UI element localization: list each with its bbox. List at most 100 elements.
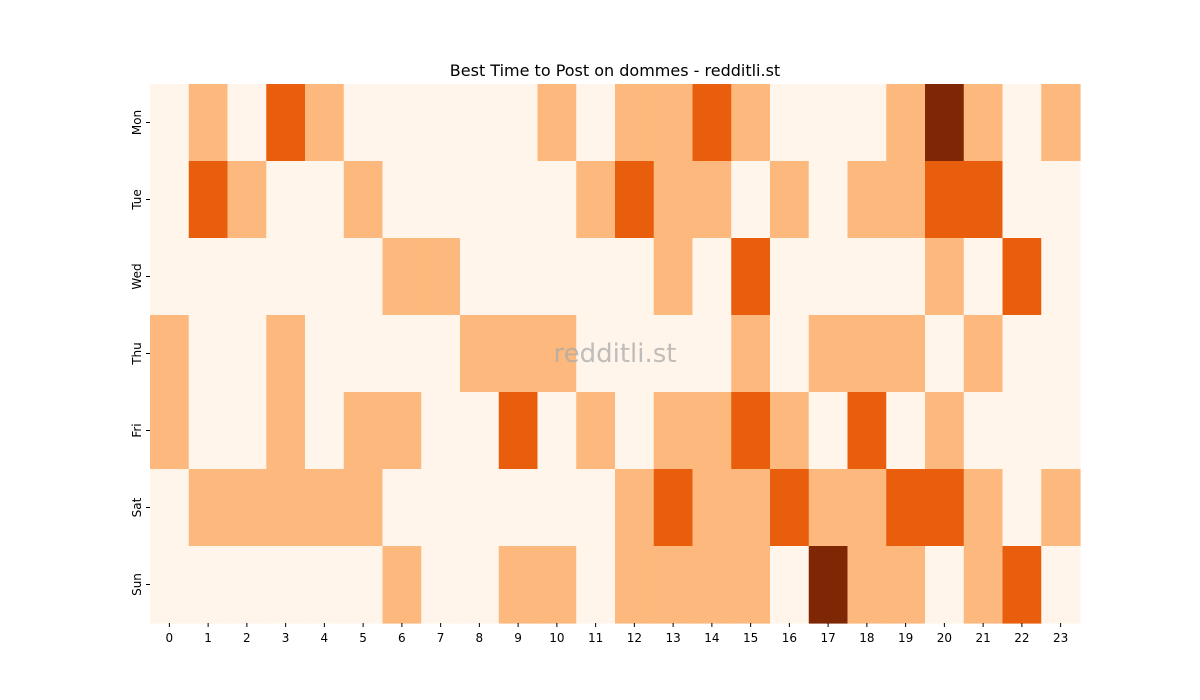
heatmap-cell	[847, 238, 887, 316]
heatmap-cell	[150, 546, 190, 624]
heatmap-cell	[808, 238, 849, 316]
heatmap-cell	[537, 392, 577, 470]
x-tick-label: 7	[437, 631, 445, 645]
heatmap-cell	[1002, 84, 1042, 162]
x-tick-label: 21	[975, 631, 990, 645]
heatmap-cell	[498, 392, 539, 470]
heatmap-cell	[653, 84, 694, 162]
y-tick-label: Fri	[130, 423, 144, 437]
y-tick-label: Mon	[130, 110, 144, 135]
heatmap-cell	[886, 315, 926, 393]
heatmap-cell	[188, 315, 229, 393]
heatmap-cell	[537, 238, 577, 316]
heatmap-cell	[615, 315, 655, 393]
heatmap-cell	[615, 469, 655, 547]
heatmap-cell	[808, 315, 849, 393]
x-tick-label: 11	[588, 631, 603, 645]
heatmap-cell	[576, 161, 616, 239]
x-tick-label: 10	[549, 631, 564, 645]
heatmap-cell	[653, 315, 694, 393]
heatmap-cell	[266, 469, 306, 547]
heatmap-cell	[305, 392, 345, 470]
heatmap-cell	[886, 161, 926, 239]
heatmap-cell	[653, 238, 694, 316]
x-tick-label: 15	[743, 631, 758, 645]
heatmap-cell	[1041, 315, 1081, 393]
heatmap-cell	[382, 84, 422, 162]
x-tick-label: 2	[243, 631, 251, 645]
heatmap-cell	[305, 469, 345, 547]
heatmap-cell	[421, 84, 461, 162]
heatmap-cell	[770, 392, 810, 470]
heatmap-cell	[925, 238, 965, 316]
heatmap-cell	[808, 469, 849, 547]
heatmap-cell	[537, 469, 577, 547]
heatmap-cell	[188, 546, 229, 624]
heatmap-cell	[886, 84, 926, 162]
heatmap-cell	[808, 392, 849, 470]
heatmap-cell	[150, 84, 190, 162]
x-tick-label: 17	[820, 631, 835, 645]
heatmap-cell	[808, 84, 849, 162]
heatmap-cell	[1041, 84, 1081, 162]
heatmap-cell	[808, 546, 849, 624]
heatmap-cell	[305, 315, 345, 393]
heatmap-cell	[1041, 392, 1081, 470]
heatmap-cell	[653, 161, 694, 239]
heatmap-cell	[343, 84, 384, 162]
heatmap-cell	[227, 161, 267, 239]
heatmap-cell	[421, 315, 461, 393]
heatmap-cell	[227, 84, 267, 162]
heatmap-cell	[576, 546, 616, 624]
heatmap-cell	[460, 161, 500, 239]
heatmap-cell	[421, 238, 461, 316]
heatmap-cell	[150, 469, 190, 547]
heatmap-cell	[305, 546, 345, 624]
heatmap-cell	[770, 161, 810, 239]
heatmap-cell	[498, 238, 539, 316]
heatmap-cell	[925, 392, 965, 470]
heatmap-cell	[925, 161, 965, 239]
heatmap-cell	[1002, 238, 1042, 316]
heatmap-cell	[963, 392, 1004, 470]
heatmap-cell	[498, 469, 539, 547]
heatmap-cell	[847, 546, 887, 624]
heatmap-cell	[305, 84, 345, 162]
heatmap-cell	[653, 469, 694, 547]
x-tick-label: 23	[1053, 631, 1068, 645]
heatmap-cell	[615, 84, 655, 162]
heatmap-cell	[343, 469, 384, 547]
heatmap-cell	[808, 161, 849, 239]
heatmap-cell	[343, 161, 384, 239]
x-tick-label: 9	[514, 631, 522, 645]
heatmap-cell	[150, 161, 190, 239]
heatmap-cell	[615, 161, 655, 239]
x-tick-label: 4	[321, 631, 329, 645]
heatmap-cell	[1002, 315, 1042, 393]
heatmap-cell	[770, 238, 810, 316]
heatmap-cell	[731, 84, 771, 162]
x-tick-label: 19	[898, 631, 913, 645]
heatmap-cell	[886, 238, 926, 316]
heatmap-cell	[576, 84, 616, 162]
y-axis: Mon Tue Wed Thu Fri Sat Sun	[130, 110, 150, 596]
heatmap-cell	[1041, 469, 1081, 547]
heatmap-cell	[1002, 161, 1042, 239]
heatmap-cell	[963, 84, 1004, 162]
heatmap-cell	[1002, 546, 1042, 624]
heatmap-cell	[692, 546, 732, 624]
x-tick-label: 0	[166, 631, 174, 645]
heatmap-cell	[537, 315, 577, 393]
y-tick-label: Sat	[130, 497, 144, 517]
x-axis: 0 1 2 3 4 5 6 7 8 9 10 11 12 13 14 15 16 17 18 19 20 21 22 23	[166, 623, 1068, 645]
heatmap-cell	[266, 315, 306, 393]
heatmap-cell	[963, 315, 1004, 393]
heatmap-cell	[343, 392, 384, 470]
heatmap-cell	[498, 546, 539, 624]
y-tick-label: Thu	[130, 342, 144, 366]
heatmap-cell	[925, 546, 965, 624]
heatmap-cell	[266, 392, 306, 470]
heatmap-cell	[770, 315, 810, 393]
x-tick-label: 20	[937, 631, 952, 645]
heatmap-cell	[227, 315, 267, 393]
